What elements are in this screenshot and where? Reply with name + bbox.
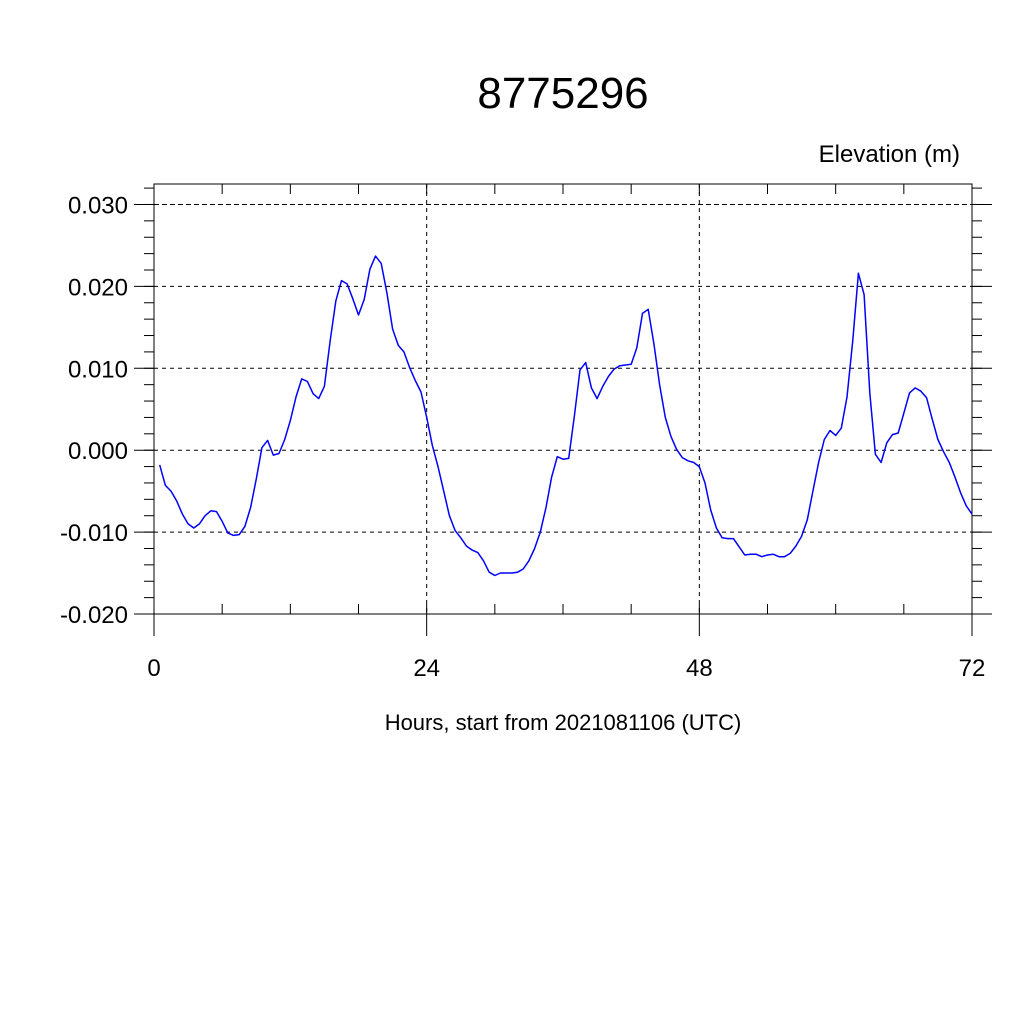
y-tick-label: 0.000 <box>68 438 128 465</box>
x-tick-label: 24 <box>413 655 440 682</box>
y-tick-label: 0.020 <box>68 274 128 301</box>
y-tick-label: 0.030 <box>68 192 128 219</box>
elevation-series-line <box>158 255 973 577</box>
tick-labels: -0.020 -0.010 0.000 0.010 0.020 0.030 0 24 48 72 <box>60 192 985 682</box>
x-tick-label: 0 <box>147 655 160 682</box>
x-axis-label: Hours, start from 2021081106 (UTC) <box>385 710 742 735</box>
data-series <box>158 255 973 577</box>
chart-title: 8775296 <box>477 69 648 118</box>
plot-frame <box>153 183 973 615</box>
y-tick-label: -0.010 <box>60 520 128 547</box>
x-tick-label: 72 <box>959 655 986 682</box>
axis-ticks <box>134 184 992 636</box>
y-tick-label: -0.020 <box>60 602 128 629</box>
y-tick-label: 0.010 <box>68 356 128 383</box>
grid-lines <box>153 184 973 615</box>
x-tick-label: 48 <box>686 655 713 682</box>
y-axis-label: Elevation (m) <box>819 141 960 168</box>
